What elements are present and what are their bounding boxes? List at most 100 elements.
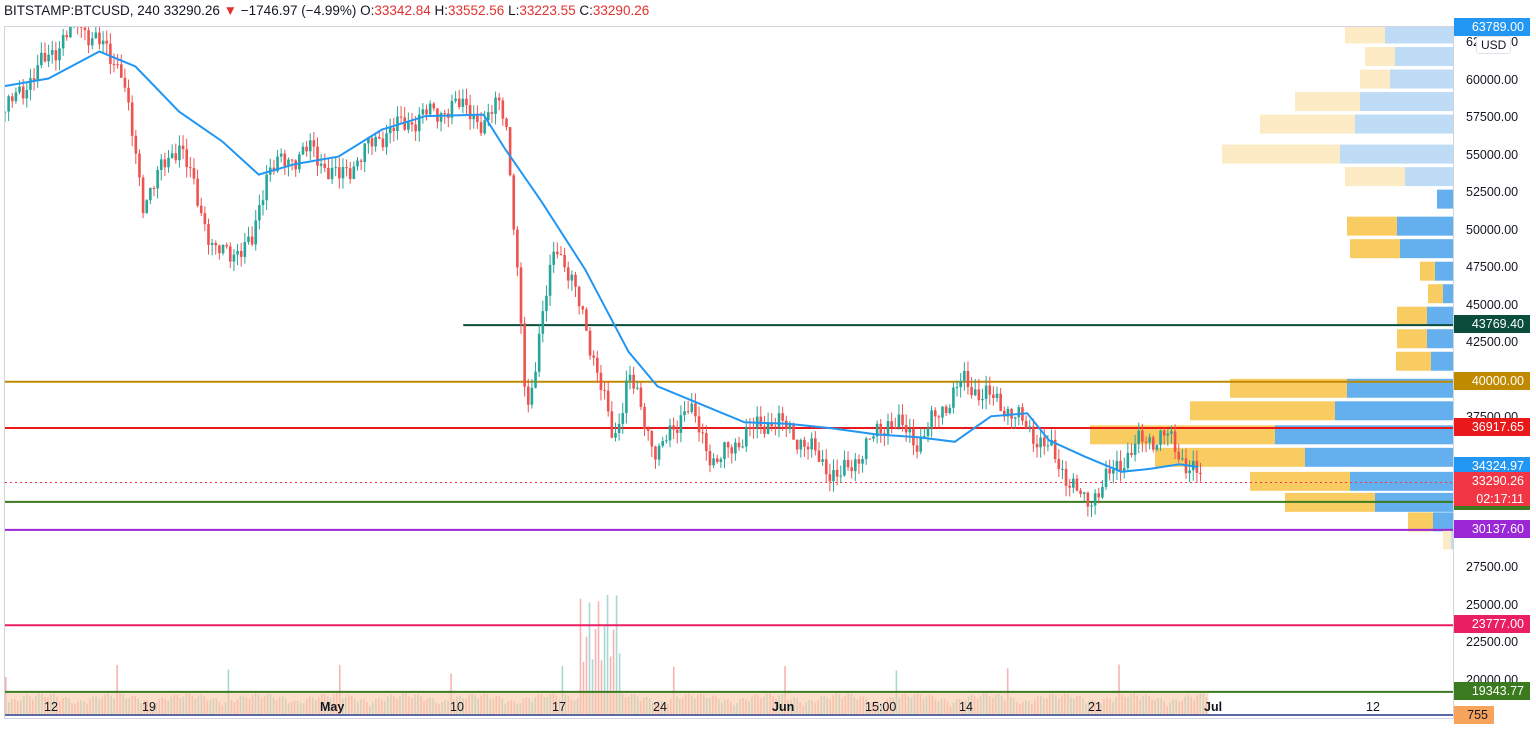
down-arrow-icon: ▼	[223, 3, 238, 18]
time-tick: 21	[1088, 700, 1102, 714]
candle-body	[312, 140, 316, 147]
candle-body	[505, 118, 508, 128]
candle-body	[643, 406, 646, 429]
candle-body	[1090, 505, 1093, 507]
candle-body	[287, 159, 290, 166]
candle-body	[425, 109, 428, 115]
candle-body	[410, 122, 414, 125]
candle-body	[50, 50, 54, 55]
candle-body	[479, 122, 483, 134]
candle-body	[854, 459, 857, 472]
candle-body	[461, 98, 465, 107]
volume-profile-bar-down	[1408, 512, 1433, 532]
symbol-header: BITSTAMP:BTCUSD, 240 33290.26 ▼ −1746.97…	[4, 2, 649, 20]
volume-profile-bar-up	[1431, 351, 1453, 371]
level-19343-tag[interactable]: 19343.77	[1454, 681, 1530, 700]
candle-body	[305, 146, 308, 152]
candle-body	[439, 113, 443, 122]
candle-body	[552, 251, 556, 265]
volume-bar	[591, 659, 594, 715]
candle-body	[508, 127, 512, 176]
price-tick: 52500.00	[1466, 185, 1519, 200]
candle-body	[846, 459, 850, 468]
currency-button[interactable]: USD	[1476, 36, 1512, 54]
candle-body	[232, 254, 236, 262]
candle-body	[821, 459, 824, 462]
candle-body	[577, 286, 581, 307]
candle-body	[283, 153, 287, 166]
level-43769-tag[interactable]: 43769.40	[1454, 315, 1530, 334]
candle-body	[228, 246, 232, 262]
volume-bar	[588, 602, 591, 715]
level-40000-tag[interactable]: 40000.00	[1454, 371, 1530, 390]
candle-body	[1101, 486, 1104, 498]
candle-body	[799, 439, 803, 450]
candle-body	[145, 200, 149, 214]
volume-profile-bar-up	[1437, 189, 1453, 209]
candle-body	[657, 445, 661, 460]
candle-body	[966, 371, 970, 388]
symbol-label[interactable]: BITSTAMP:BTCUSD, 240	[4, 3, 160, 18]
candle-body	[472, 115, 476, 120]
candle-body	[770, 422, 774, 427]
candle-body	[1072, 478, 1075, 488]
candle-body	[130, 102, 134, 136]
candle-body	[381, 138, 385, 148]
candle-body	[850, 467, 853, 472]
candle-body	[835, 469, 839, 477]
candle-body	[443, 113, 446, 115]
volume-profile-bar-up	[1390, 69, 1453, 89]
time-tick: 12	[44, 700, 58, 714]
chart-pane[interactable]	[4, 26, 1454, 719]
volume-profile-bar-down	[1295, 92, 1360, 112]
top-price-tag: 63789.00	[1454, 18, 1530, 36]
candle-body	[1170, 431, 1173, 434]
candle-body	[127, 87, 130, 103]
candle-body	[614, 433, 617, 438]
candle-body	[497, 97, 501, 101]
candle-body	[806, 446, 810, 450]
candle-body	[421, 109, 425, 115]
price-axis[interactable]: 62500.0060000.0057500.0055000.0052500.00…	[1454, 18, 1536, 724]
candle-body	[759, 416, 763, 427]
candle-body	[1115, 460, 1119, 470]
candle-body	[723, 442, 726, 460]
candle-body	[1112, 469, 1115, 474]
candle-body	[639, 387, 643, 407]
candle-body	[210, 242, 214, 245]
level-30137-tag[interactable]: 30137.60	[1454, 519, 1530, 538]
candle-body	[40, 52, 43, 66]
last-price-tag: 33290.26 02:17:11	[1454, 472, 1530, 507]
candle-body	[1053, 439, 1057, 460]
candle-body	[995, 393, 999, 398]
candle-body	[948, 407, 952, 414]
candle-body	[897, 414, 901, 428]
price-tick: 55000.00	[1466, 147, 1519, 162]
price-tick: 45000.00	[1466, 297, 1519, 312]
volume-bar	[606, 595, 609, 715]
candle-body	[795, 439, 799, 450]
candle-body	[741, 446, 744, 448]
candle-body	[265, 174, 268, 201]
candle-body	[701, 432, 704, 434]
candle-body	[87, 30, 90, 46]
volume-bar	[561, 666, 564, 715]
candle-body	[450, 100, 454, 118]
candle-body	[185, 149, 188, 168]
candle-body	[1028, 426, 1032, 428]
level-36917-tag[interactable]: 36917.65	[1454, 418, 1530, 437]
candle-body	[890, 421, 893, 427]
candle-body	[519, 267, 523, 324]
candle-body	[250, 236, 254, 245]
chart-canvas[interactable]	[5, 27, 1454, 719]
candle-body	[526, 386, 530, 405]
candle-body	[356, 160, 359, 167]
volume-profile-bar-up	[1395, 47, 1453, 67]
candle-body	[345, 167, 348, 169]
candle-body	[574, 274, 577, 287]
candle-body	[697, 416, 701, 433]
volume-profile-bar-down	[1345, 27, 1385, 44]
candle-body	[886, 421, 890, 436]
level-23777-tag[interactable]: 23777.00	[1454, 615, 1530, 634]
candle-body	[926, 428, 930, 436]
